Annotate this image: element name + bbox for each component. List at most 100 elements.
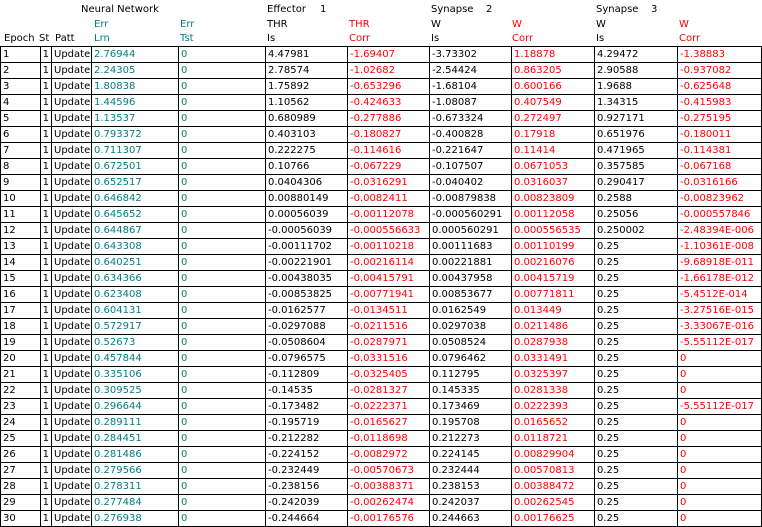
header-epoch: Epoch [4,33,35,44]
group-header-effector: Effector [267,4,307,15]
thr-corr-cell: -0.00176576 [347,510,430,527]
table-row: 1 1 Update 2.76944 0 4.47981 -1.69407 -3.73302 1… [0,46,762,63]
err-lrn-cell: 0.277484 [91,494,179,511]
header-lrn: Lrn [94,33,110,44]
st-cell: 1 [40,270,52,287]
synapse-a-w-corr-cell: 0.000556535 [511,222,595,239]
epoch-cell: 30 [0,510,41,527]
synapse-b-w-corr-cell: 0 [677,446,762,463]
synapse-a-w-is-cell: 0.000560291 [429,222,512,239]
synapse-a-w-corr-cell: 0.0671053 [511,158,595,175]
patt-cell: Update [51,78,92,95]
epoch-cell: 26 [0,446,41,463]
thr-corr-cell: -0.424633 [347,94,430,111]
synapse-b-w-corr-cell: 0 [677,350,762,367]
patt-cell: Update [51,318,92,335]
err-tst-cell: 0 [178,494,266,511]
thr-is-cell: -0.00111702 [265,238,348,255]
st-cell: 1 [40,142,52,159]
synapse-b-w-is-cell: 0.25 [594,270,678,287]
err-lrn-cell: 1.44596 [91,94,179,111]
err-tst-cell: 0 [178,142,266,159]
err-tst-cell: 0 [178,414,266,431]
epoch-cell: 28 [0,478,41,495]
synapse-a-w-corr-cell: 0.272497 [511,110,595,127]
synapse-a-w-is-cell: -0.221647 [429,142,512,159]
st-cell: 1 [40,286,52,303]
thr-corr-cell: -0.0316291 [347,174,430,191]
patt-cell: Update [51,302,92,319]
err-lrn-cell: 0.623408 [91,286,179,303]
synapse-a-w-is-cell: -1.68104 [429,78,512,95]
synapse-b-w-is-cell: 0.25 [594,398,678,415]
err-tst-cell: 0 [178,366,266,383]
thr-corr-cell: -0.0134511 [347,302,430,319]
synapse-a-w-corr-cell: 0.013449 [511,302,595,319]
table-row: 14 1 Update 0.640251 0 -0.00221901 -0.00216114… [0,254,762,271]
synapse-a-w-is-cell: 0.0297038 [429,318,512,335]
st-cell: 1 [40,190,52,207]
synapse-b-w-is-cell: 0.25 [594,302,678,319]
synapse-b-w-is-cell: 0.2588 [594,190,678,207]
header-w-synapse-a: W [431,19,441,30]
err-lrn-cell: 0.284451 [91,430,179,447]
epoch-cell: 22 [0,382,41,399]
synapse-a-w-corr-cell: 0.00415719 [511,270,595,287]
err-tst-cell: 0 [178,382,266,399]
err-lrn-cell: 0.457844 [91,350,179,367]
synapse-a-w-corr-cell: 0.407549 [511,94,595,111]
patt-cell: Update [51,462,92,479]
synapse-a-w-corr-cell: 0.00823809 [511,190,595,207]
patt-cell: Update [51,382,92,399]
synapse-b-w-corr-cell: -5.4512E-014 [677,286,762,303]
patt-cell: Update [51,94,92,111]
table-row: 22 1 Update 0.309525 0 -0.14535 -0.0281327 0.14… [0,382,762,399]
epoch-cell: 1 [0,46,41,63]
err-tst-cell: 0 [178,62,266,79]
synapse-a-w-is-cell: 0.0162549 [429,302,512,319]
synapse-a-w-is-cell: -0.040402 [429,174,512,191]
synapse-b-w-corr-cell: 0 [677,430,762,447]
thr-is-cell: -0.14535 [265,382,348,399]
group-header-synapse-b-number: 3 [651,4,658,15]
synapse-b-w-is-cell: 0.25 [594,414,678,431]
thr-corr-cell: -0.00216114 [347,254,430,271]
table-row: 8 1 Update 0.672501 0 0.10766 -0.067229 -0.1075… [0,158,762,175]
header-err-tst: Err [180,19,195,30]
err-tst-cell: 0 [178,318,266,335]
header-is-synapse-b: Is [596,33,605,44]
st-cell: 1 [40,494,52,511]
epoch-cell: 14 [0,254,41,271]
err-tst-cell: 0 [178,190,266,207]
st-cell: 1 [40,254,52,271]
err-tst-cell: 0 [178,350,266,367]
synapse-b-w-corr-cell: 0 [677,462,762,479]
synapse-a-w-corr-cell: 0.0281338 [511,382,595,399]
patt-cell: Update [51,206,92,223]
patt-cell: Update [51,222,92,239]
table-row: 11 1 Update 0.645652 0 0.00056039 -0.00112078-… [0,206,762,223]
table-row: 19 1 Update 0.52673 0 -0.0508604 -0.0287971 0.0… [0,334,762,351]
err-tst-cell: 0 [178,174,266,191]
thr-is-cell: 0.680989 [265,110,348,127]
synapse-b-w-corr-cell: 0 [677,414,762,431]
table-row: 5 1 Update 1.13537 0 0.680989 -0.277886 -0.6733… [0,110,762,127]
synapse-b-w-is-cell: 0.250002 [594,222,678,239]
synapse-b-w-is-cell: 0.25 [594,286,678,303]
table-row: 20 1 Update 0.457844 0 -0.0796575 -0.0331516 0.… [0,350,762,367]
header-is-synapse-a: Is [431,33,440,44]
epoch-cell: 4 [0,94,41,111]
patt-cell: Update [51,270,92,287]
synapse-a-w-is-cell: 0.00437958 [429,270,512,287]
st-cell: 1 [40,382,52,399]
err-tst-cell: 0 [178,206,266,223]
st-cell: 1 [40,206,52,223]
table-row: 15 1 Update 0.634366 0 -0.00438035 -0.00415791… [0,270,762,287]
err-tst-cell: 0 [178,110,266,127]
synapse-b-w-corr-cell: -0.114381 [677,142,762,159]
synapse-b-w-corr-cell: -9.68918E-011 [677,254,762,271]
epoch-cell: 8 [0,158,41,175]
synapse-b-w-is-cell: 0.25 [594,318,678,335]
synapse-a-w-is-cell: 0.145335 [429,382,512,399]
st-cell: 1 [40,446,52,463]
